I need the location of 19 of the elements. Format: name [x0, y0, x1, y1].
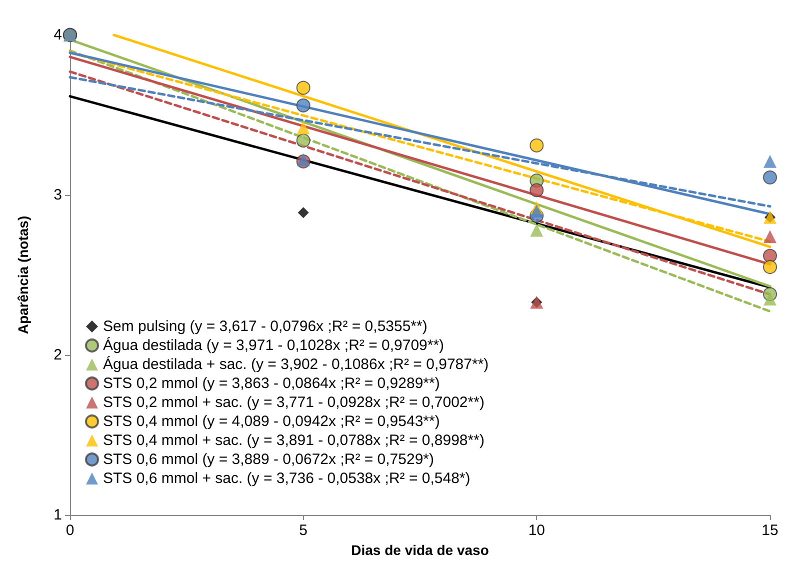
x-tick-label: 10: [528, 522, 546, 539]
x-tick-label: 5: [299, 522, 308, 539]
y-tick-label: 3: [54, 186, 62, 204]
y-tick-label: 4: [54, 26, 62, 44]
legend-label: STS 0,2 mmol (y = 3,863 - 0,0864x ;R² = 0,9289**): [103, 375, 440, 392]
x-axis-title: Dias de vida de vaso: [351, 542, 489, 558]
legend-label: STS 0,4 mmol (y = 4,089 - 0,0942x ;R² = 0,9543**): [103, 413, 440, 430]
legend-label: STS 0,4 mmol + sac. (y = 3,891 - 0,0788x ;R² = 0,8998**): [103, 432, 484, 449]
x-tick-label: 0: [66, 522, 74, 539]
legend-label: STS 0,2 mmol + sac. (y = 3,771 - 0,0928x ;R² = 0,7002**): [103, 394, 484, 411]
x-tick-label: 15: [762, 522, 778, 539]
y-tick-label: 2: [54, 346, 62, 364]
y-tick-label: 1: [54, 506, 62, 524]
y-axis-title: Aparência (notas): [15, 216, 31, 334]
legend-label: Água destilada (y = 3,971 - 0,1028x ;R² = 0,9709**): [103, 336, 444, 354]
legend-label: STS 0,6 mmol (y = 3,889 - 0,0672x ;R² = 0,7529*): [103, 451, 434, 468]
legend-label: STS 0,6 mmol + sac. (y = 3,736 - 0,0538x ;R² = 0,548*): [103, 470, 470, 487]
legend-label: Água destilada + sac. (y = 3,902 - 0,1086x ;R² = 0,9787**): [103, 355, 489, 373]
legend-label: Sem pulsing (y = 3,617 - 0,0796x ;R² = 0,5355**): [103, 318, 428, 335]
